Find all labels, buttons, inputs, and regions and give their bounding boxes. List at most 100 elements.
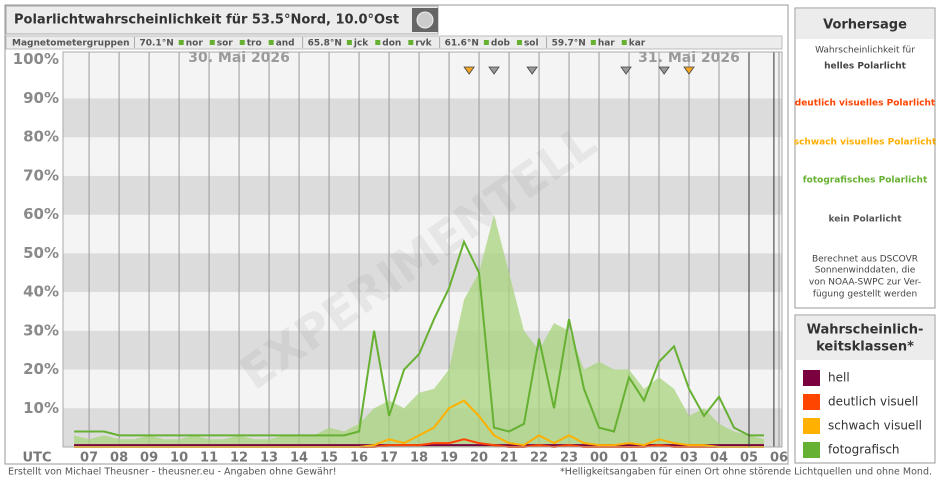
x-tick-label: 12 [230,451,248,466]
latitude: 70.1°N [139,39,173,49]
x-tick-label: 01 [620,451,638,466]
forecast-box [794,7,936,309]
plot-border [62,51,783,448]
latitude: 61.6°N [445,39,479,49]
x-tick-label: 17 [380,451,398,466]
x-tick-label: 18 [410,451,428,466]
moon-icon [416,11,434,29]
x-tick-label: 14 [290,451,308,466]
forecast-intro: Wahrscheinlichkeit für [815,46,915,56]
station: sol [524,39,539,49]
latitude: 59.7°N [552,39,586,49]
top-marker [488,66,500,75]
x-tick-label: 04 [710,451,728,466]
y-tick-label: 30% [23,321,59,339]
y-tick-label: 10% [23,399,59,417]
y-tick-label: 100% [13,50,59,68]
legend-title: Wahrscheinlich- [807,323,924,338]
legend-label: hell [828,371,850,385]
x-tick-label: 07 [80,451,98,466]
class-none: kein Polarlicht [828,215,902,225]
x-tick-label: 19 [440,451,458,466]
x-tick-label: 09 [140,451,158,466]
x-axis-label: UTC [23,451,52,466]
x-tick-label: 15 [320,451,338,466]
grid-band [63,253,782,293]
station: dob [491,39,511,49]
station-status [239,40,245,45]
y-tick-label: 60% [23,205,59,223]
top-marker [683,66,695,75]
forecast-header [796,9,934,39]
x-tick-label: 06 [770,451,788,466]
x-tick-label: 00 [590,451,608,466]
magnetometer-label: Magnetometergruppen [12,39,129,49]
station-status [590,40,596,45]
legend-swatch [803,442,820,458]
source-note: fügung gestellt werden [813,290,917,300]
x-tick-label: 03 [680,451,698,466]
y-tick-label: 70% [23,166,59,184]
station: kar [629,39,646,49]
x-tick-label: 20 [470,451,488,466]
legend-swatch [803,418,820,434]
x-tick-label: 10 [170,451,188,466]
station: don [382,39,401,49]
y-tick-label: 80% [23,128,59,146]
date-label: 30. Mai 2026 [188,50,290,66]
station-status [346,40,352,45]
footer-note: *Helligkeitsangaben für einen Ort ohne s… [560,467,932,478]
top-marker [620,66,632,75]
station-status [621,40,627,45]
station-status [268,40,274,45]
station: sor [217,39,234,49]
station-status [209,40,215,45]
x-tick-label: 13 [260,451,278,466]
legend-title: keitsklassen* [816,340,914,355]
station-status [408,40,414,45]
station-status [375,40,381,45]
station: jck [353,39,369,49]
x-tick-label: 02 [650,451,668,466]
legend-swatch [803,394,820,410]
y-tick-label: 90% [23,89,59,107]
legend-header [796,316,934,360]
title-box [5,5,439,35]
legend-label: schwach visuell [828,419,922,433]
station-status [483,40,489,45]
grid-band [63,330,782,370]
x-tick-label: 11 [200,451,218,466]
x-tick-label: 05 [740,451,758,466]
station-status [516,40,522,45]
legend-swatch [803,370,820,386]
source-note: Sonnenwinddaten, die [815,266,916,276]
x-tick-label: 22 [530,451,548,466]
station: nor [186,39,204,49]
legend-label: deutlich visuell [828,395,918,409]
date-label: 31. Mai 2026 [638,50,740,66]
series-line [74,239,764,437]
class-foto: fotografisches Polarlicht [803,176,928,186]
legend-label: fotografisch [828,443,900,457]
source-note: von NOAA-SWPC zur Ver- [809,278,921,288]
chart-title: Polarlichtwahrscheinlichkeit für 53.5°No… [14,13,399,28]
top-marker [526,66,538,75]
station: rvk [415,39,432,49]
probability-area [74,214,765,447]
magnetometer-row [5,35,783,50]
latitude: 65.8°N [308,39,342,49]
top-marker [463,66,475,75]
station: and [276,39,295,49]
x-tick-label: 23 [560,451,578,466]
station-status [178,40,184,45]
footer-credit: Erstellt von Michael Theusner - theusner… [8,467,337,478]
grid-band [63,175,782,215]
y-tick-label: 40% [23,283,59,301]
top-marker [658,66,670,75]
y-tick-label: 20% [23,360,59,378]
grid-band [63,98,782,138]
class-schwach: schwach visuelles Polarlicht [794,138,937,148]
x-tick-label: 21 [500,451,518,466]
source-note: Berechnet aus DSCOVR [812,255,918,265]
